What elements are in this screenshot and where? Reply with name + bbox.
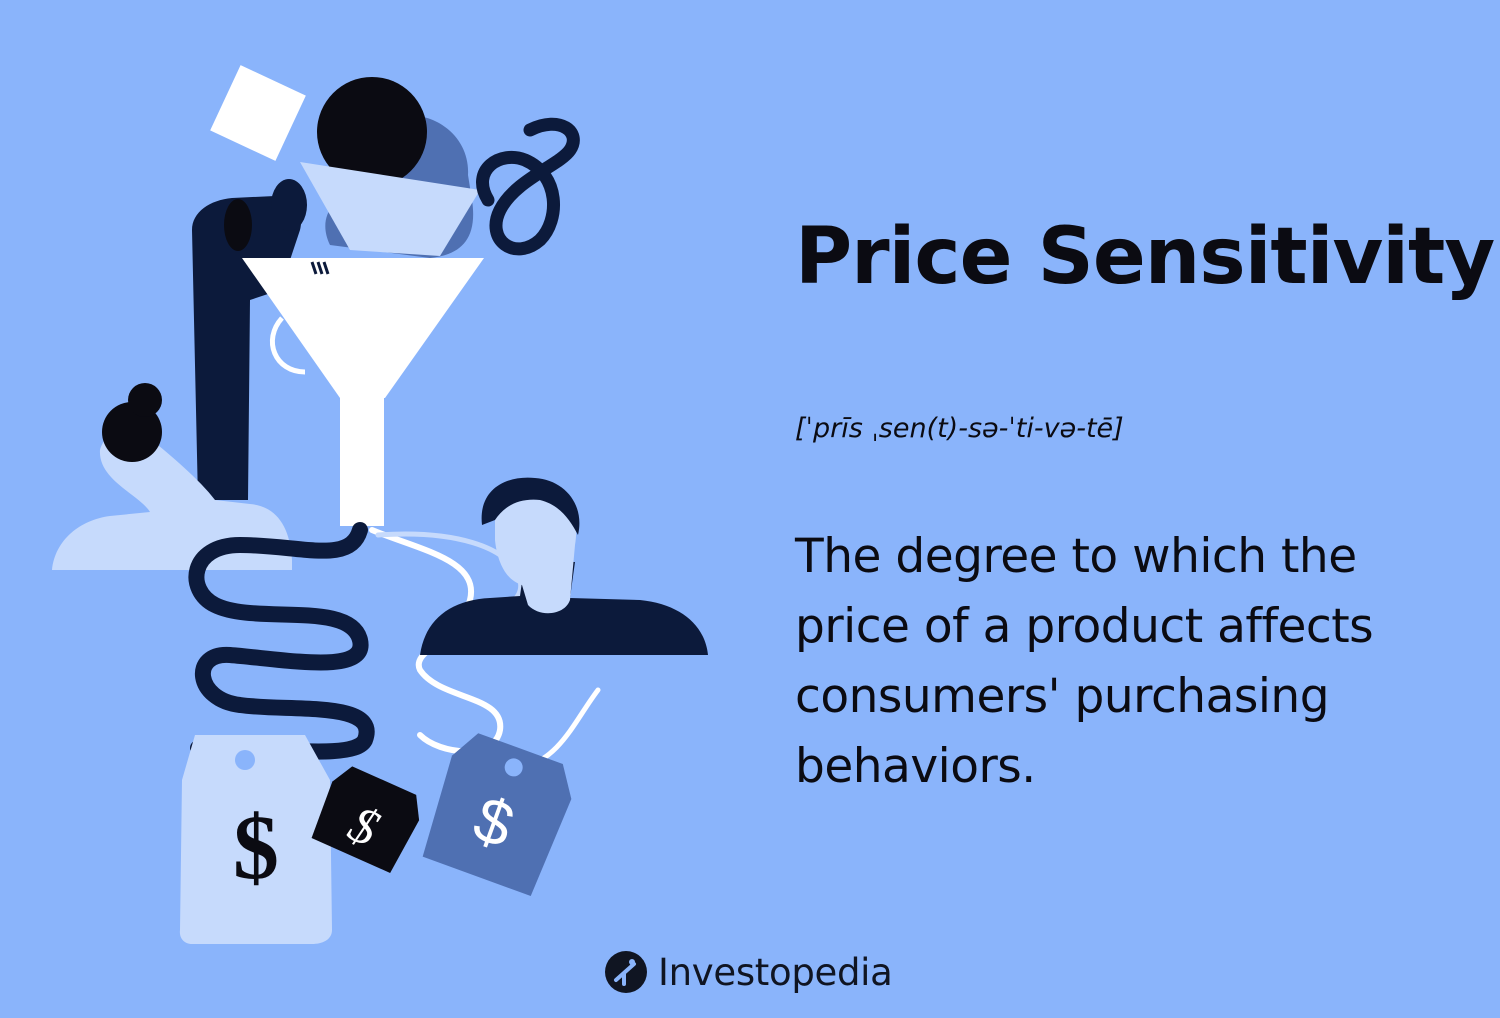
man-face xyxy=(494,487,577,614)
squiggle-rope xyxy=(476,117,580,256)
page-title: Price Sensitivity xyxy=(795,212,1495,302)
illustration-svg: $ $ $ xyxy=(52,65,708,944)
seated-person xyxy=(52,431,292,570)
white-square xyxy=(210,65,306,161)
price-sensitivity-illustration: $ $ $ xyxy=(52,65,708,944)
pronunciation: [ˈprīs ˌsen(t)-sə-ˈti-və-tē] xyxy=(795,413,1124,444)
seated-person-hair xyxy=(102,402,162,462)
funnel-rim-hand xyxy=(310,261,330,275)
funnel-handle-loop xyxy=(269,316,306,375)
small-black-price-tag: $ xyxy=(311,766,420,873)
definition-text: The degree to which the price of a produ… xyxy=(795,529,1374,794)
standing-person-arm xyxy=(224,199,252,251)
afro-hair xyxy=(317,77,427,187)
funnel-spout xyxy=(340,394,384,526)
man-hair xyxy=(481,477,580,535)
funnel-body xyxy=(242,258,484,398)
brand-name: Investopedia xyxy=(658,950,893,994)
brand-lockup: Investopedia xyxy=(604,944,893,1000)
medium-blue-price-tag: $ xyxy=(422,733,572,896)
dark-coiled-tube xyxy=(188,522,375,760)
standing-person-head xyxy=(271,179,307,231)
investopedia-logo-icon xyxy=(605,951,647,993)
paper-cone xyxy=(300,162,480,256)
large-price-tag: $ xyxy=(179,735,332,944)
seated-person-bun xyxy=(128,383,162,417)
large-tag-dollar-sign: $ xyxy=(233,796,279,898)
